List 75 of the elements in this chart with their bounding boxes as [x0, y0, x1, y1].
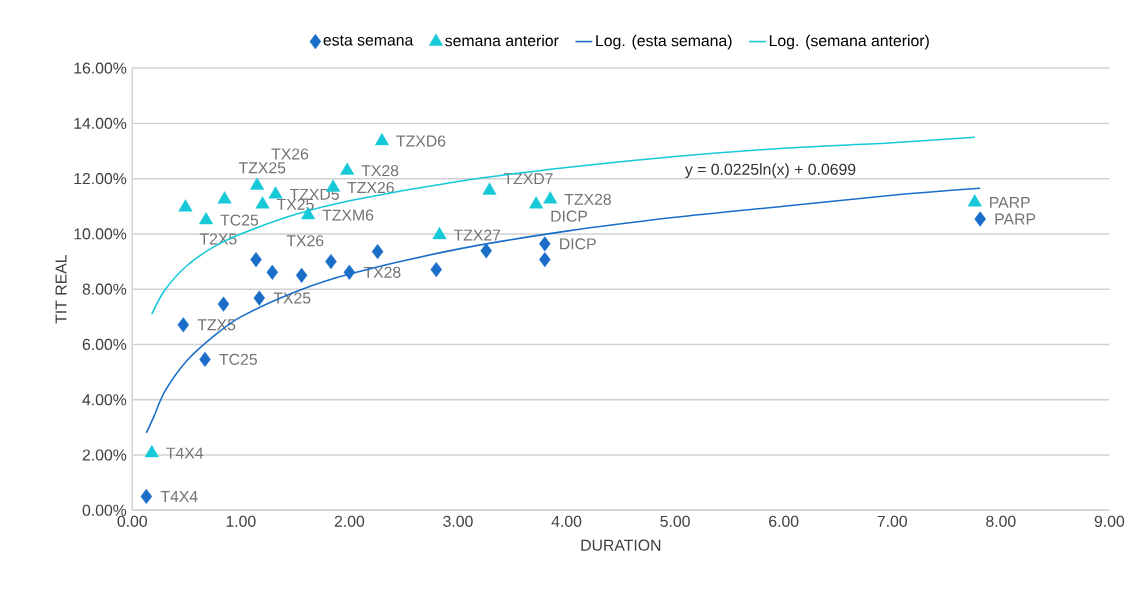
- point: [374, 132, 390, 146]
- point: [295, 267, 308, 283]
- point: [177, 317, 190, 333]
- legend-label: esta semana: [323, 35, 414, 46]
- x-tick-label: 1.00: [226, 515, 256, 527]
- point: [253, 290, 266, 306]
- x-tick-label: 7.00: [877, 515, 907, 527]
- x-tick-label: 8.00: [986, 515, 1016, 527]
- point: [529, 196, 544, 209]
- y-tick-label: 8.00%: [82, 283, 127, 295]
- y-tick-label: 14.00%: [74, 117, 127, 129]
- point: [268, 186, 283, 199]
- y-tick-label: 6.00%: [82, 338, 127, 350]
- data-label: PARP: [995, 213, 1036, 225]
- point: [430, 261, 442, 278]
- point: [974, 211, 986, 227]
- point: [967, 194, 982, 207]
- point: [539, 236, 551, 252]
- point: [199, 211, 214, 225]
- data-label: TX26: [271, 148, 309, 160]
- point: [432, 226, 447, 240]
- legend-label: Log. (semana anterior): [769, 34, 929, 50]
- y-tick-label: 0.00%: [82, 504, 127, 516]
- point: [480, 243, 492, 259]
- data-label: TZXD6: [396, 135, 446, 147]
- point: [199, 351, 211, 367]
- x-axis-title: DURATION: [581, 539, 661, 551]
- data-label: TZX28: [564, 193, 611, 205]
- data-label: DICP: [551, 210, 588, 222]
- point: [325, 253, 337, 270]
- point: [266, 264, 279, 280]
- point: [340, 162, 355, 175]
- data-label: T4X4: [166, 447, 204, 459]
- point: [539, 251, 551, 268]
- x-tick-label: 5.00: [660, 515, 690, 527]
- x-tick-label: 6.00: [769, 515, 799, 527]
- data-label: T4X4: [160, 490, 198, 502]
- point: [178, 199, 193, 212]
- point: [217, 191, 232, 204]
- point: [482, 182, 497, 195]
- point: [543, 191, 558, 204]
- x-tick-label: 4.00: [551, 515, 582, 527]
- data-label: TZX26: [347, 181, 394, 193]
- point: [255, 196, 270, 209]
- data-label: TX28: [363, 266, 401, 278]
- data-label: TZX27: [453, 229, 501, 241]
- x-tick-label: 3.00: [443, 515, 473, 527]
- data-label: TX25: [276, 198, 314, 210]
- y-tick-label: 12.00%: [74, 172, 127, 185]
- point: [343, 264, 356, 280]
- x-tick-label: 9.00: [1094, 515, 1125, 527]
- data-label: TZXD7: [503, 173, 553, 184]
- data-label: TX28: [361, 164, 399, 177]
- data-label: DICP: [560, 238, 596, 250]
- data-label: TC25: [220, 214, 259, 226]
- y-tick-label: 16.00%: [74, 62, 127, 74]
- legend-label: semana anterior: [445, 34, 559, 47]
- x-tick-label: 2.00: [334, 515, 365, 527]
- annotation: y = 0.0225ln(x) + 0.0699: [684, 163, 856, 178]
- data-label: TC25: [219, 353, 257, 365]
- y-tick-label: 2.00%: [82, 449, 127, 461]
- y-tick-label: 4.00%: [82, 394, 127, 406]
- data-label: PARP: [990, 196, 1030, 208]
- point: [250, 177, 265, 190]
- data-label: TZX25: [238, 162, 286, 174]
- point: [217, 296, 230, 312]
- point: [371, 243, 384, 260]
- data-label: TX26: [286, 235, 324, 247]
- point: [250, 251, 262, 268]
- y-tick-label: 10.00%: [74, 228, 127, 240]
- y-axis-title: TIT REAL: [55, 254, 67, 324]
- data-label: TZXM6: [322, 209, 374, 221]
- line-series: [151, 136, 976, 315]
- x-tick-label: 0.00: [117, 515, 148, 527]
- legend-label: Log. (esta semana): [596, 34, 732, 50]
